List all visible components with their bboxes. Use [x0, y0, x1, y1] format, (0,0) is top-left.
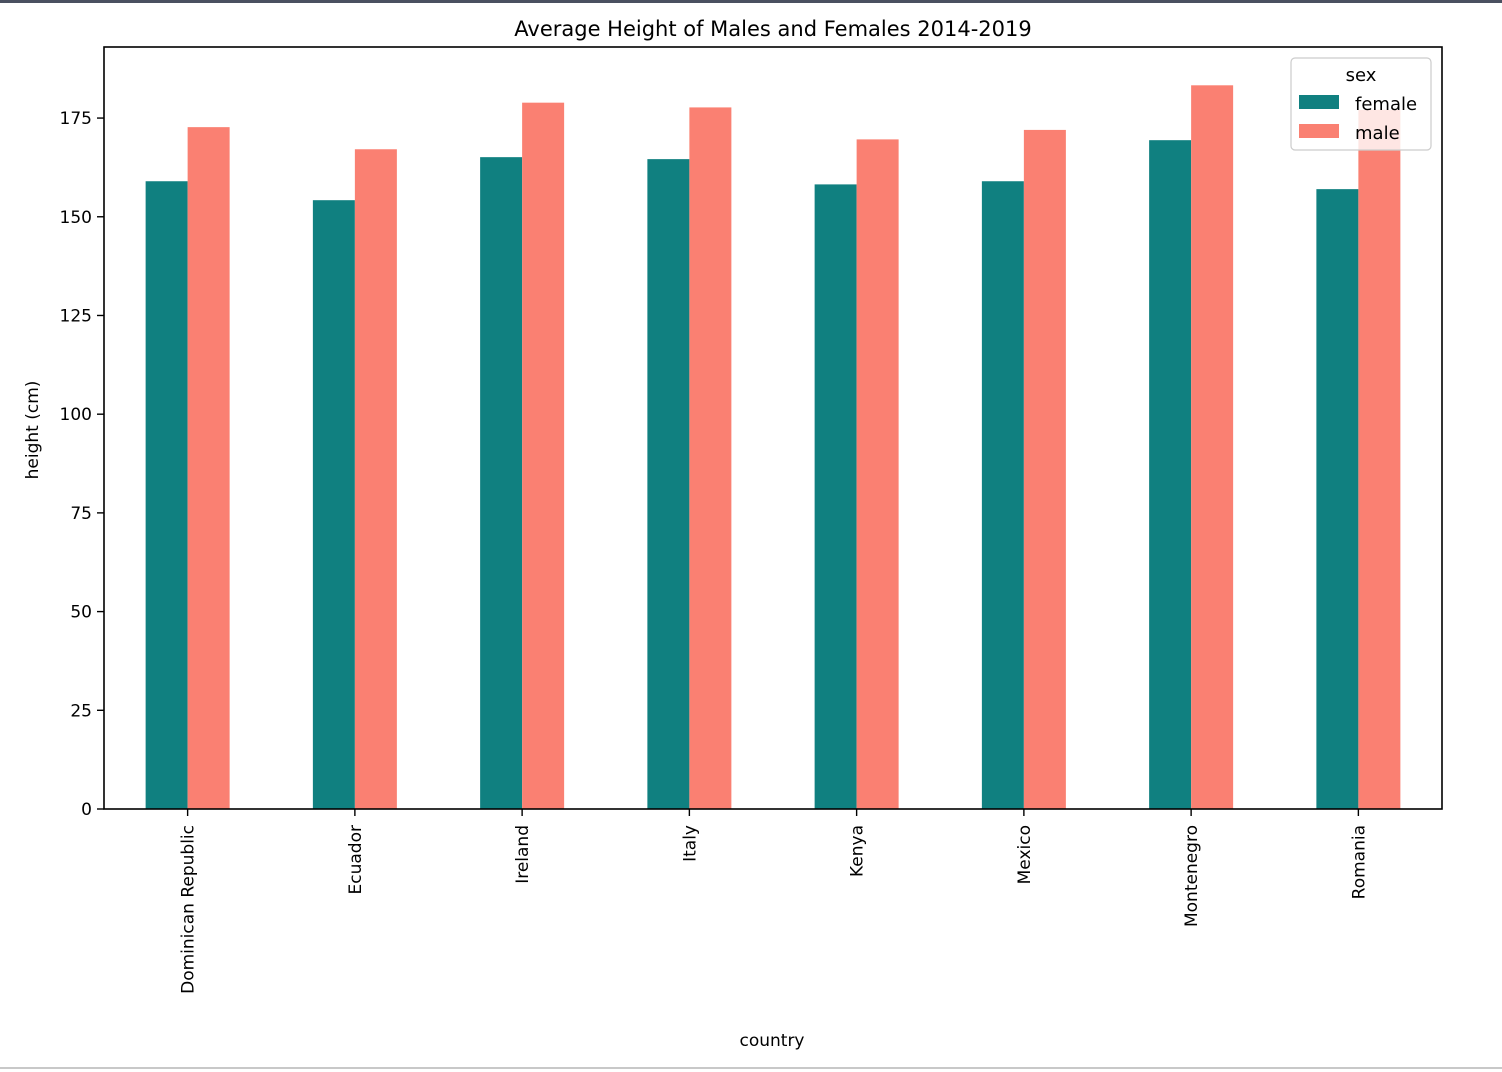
top-border: [0, 0, 1502, 3]
bar-female-montenegro: [1149, 140, 1192, 810]
legend-swatch-male: [1299, 124, 1339, 138]
bar-female-kenya: [814, 184, 857, 809]
bar-male-dominican-republic: [187, 127, 230, 809]
bottom-border: [0, 1067, 1502, 1069]
y-tick-label: 75: [70, 504, 92, 524]
x-tick-label-kenya: Kenya: [848, 825, 868, 877]
y-tick-label: 150: [60, 208, 92, 228]
bar-male-ireland: [522, 102, 565, 809]
legend-title: sex: [1346, 65, 1377, 86]
bar-female-ecuador: [312, 200, 355, 809]
y-axis: 0 25 50 75 100 125 150 175: [60, 109, 104, 820]
y-tick-label: 0: [81, 800, 92, 820]
bar-male-mexico: [1023, 129, 1066, 809]
bars-layer: [145, 85, 1401, 810]
x-tick-label-montenegro: Montenegro: [1182, 825, 1202, 927]
y-tick-label: 100: [60, 405, 92, 425]
x-tick-label-romania: Romania: [1349, 825, 1369, 899]
bar-female-italy: [647, 159, 690, 810]
x-axis: Dominican Republic Ecuador Ireland Italy Ken…: [179, 809, 1369, 994]
legend: sex female male: [1290, 57, 1432, 151]
plot-frame: [103, 46, 1443, 810]
y-axis-label: height (cm): [23, 381, 43, 480]
y-tick-label: 125: [60, 306, 92, 326]
legend-label-female: female: [1355, 94, 1417, 115]
x-tick-label-italy: Italy: [680, 825, 700, 862]
y-tick-label: 50: [70, 603, 92, 623]
chart-title: Average Height of Males and Females 2014…: [514, 17, 1031, 41]
y-tick-label: 175: [60, 109, 92, 129]
y-tick-label: 25: [70, 701, 92, 721]
bar-male-ecuador: [354, 149, 397, 809]
x-tick-label-dominican-republic: Dominican Republic: [179, 825, 199, 994]
bar-male-montenegro: [1191, 85, 1234, 809]
bar-female-dominican-republic: [145, 181, 188, 809]
bar-male-italy: [689, 107, 732, 810]
bar-female-mexico: [981, 181, 1024, 809]
bar-male-romania: [1358, 109, 1401, 809]
x-tick-label-mexico: Mexico: [1015, 825, 1035, 884]
x-tick-label-ireland: Ireland: [513, 825, 533, 884]
x-axis-label: country: [739, 1031, 804, 1051]
bar-female-romania: [1316, 189, 1359, 810]
bar-female-ireland: [480, 157, 523, 809]
bar-male-kenya: [856, 139, 899, 809]
x-tick-label-ecuador: Ecuador: [346, 825, 366, 894]
legend-swatch-female: [1299, 95, 1339, 109]
legend-label-male: male: [1355, 123, 1400, 144]
